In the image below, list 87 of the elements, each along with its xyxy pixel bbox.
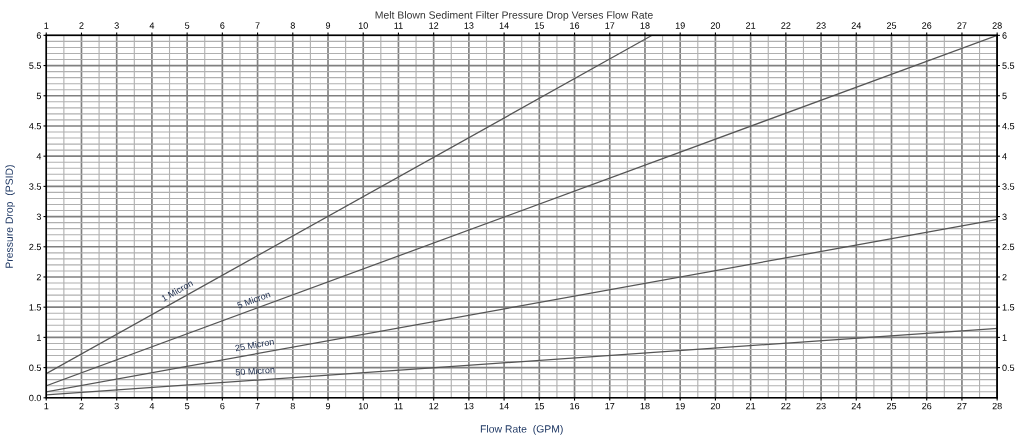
x-tick-label: 1 bbox=[44, 402, 49, 410]
x2-tick-label: 24 bbox=[851, 22, 862, 29]
x2-tick-label: 13 bbox=[464, 22, 474, 29]
text: 25 Micron bbox=[234, 338, 275, 352]
y2-tick-label: 4 bbox=[1002, 153, 1007, 160]
x2-tick-label: 8 bbox=[290, 22, 295, 29]
x-tick-label: 18 bbox=[640, 402, 650, 410]
y-tick-label: 1 bbox=[37, 334, 41, 341]
y-tick-label: 6 bbox=[36, 32, 41, 39]
y-tick-label: 3.5 bbox=[29, 183, 42, 190]
x-tick-label: 3 bbox=[114, 402, 119, 410]
x-tick-label: 12 bbox=[429, 402, 439, 410]
x-tick-label: 5 bbox=[184, 402, 190, 410]
x2-tick-label: 20 bbox=[710, 22, 721, 29]
x-tick-label: 15 bbox=[534, 402, 544, 410]
x2-tick-label: 16 bbox=[570, 22, 580, 29]
x-tick-label: 7 bbox=[255, 402, 260, 410]
x2-tick-label: 6 bbox=[220, 22, 225, 29]
y-tick-label: 5 bbox=[36, 92, 42, 100]
y-tick-label: 0.5 bbox=[29, 364, 42, 371]
y2-tick-label: 3 bbox=[1002, 213, 1007, 220]
x2-tick-label: 14 bbox=[499, 22, 509, 29]
x-tick-label: 4 bbox=[149, 402, 155, 410]
y2-tick-label: 3.5 bbox=[1002, 183, 1015, 190]
y-tick-label: 5.5 bbox=[29, 62, 42, 69]
x2-tick-label: 1 bbox=[44, 22, 49, 29]
chart-title: Melt Blown Sediment Filter Pressure Drop Verses Flow Rate bbox=[375, 11, 653, 21]
x2-tick-label: 15 bbox=[534, 22, 544, 29]
x-tick-label: 24 bbox=[851, 402, 862, 410]
x-tick-label: 14 bbox=[499, 402, 509, 410]
x-tick-label: 6 bbox=[220, 402, 225, 410]
y-tick-label: 2.5 bbox=[29, 243, 42, 251]
x-tick-label: 19 bbox=[675, 402, 685, 410]
x2-tick-label: 27 bbox=[957, 22, 967, 29]
x2-tick-label: 28 bbox=[992, 22, 1002, 29]
x2-tick-label: 4 bbox=[149, 22, 155, 29]
x-tick-label: 21 bbox=[746, 402, 756, 410]
x2-tick-label: 17 bbox=[605, 22, 615, 29]
y2-tick-label: 1 bbox=[1002, 334, 1007, 341]
y2-tick-label: 6 bbox=[1002, 32, 1007, 39]
x-axis-title: Flow Rate (GPM) bbox=[480, 424, 563, 435]
y-axis-title: Pressure Drop (PSID) bbox=[5, 165, 15, 268]
x-tick-label: 17 bbox=[605, 402, 615, 410]
y-tick-label: 0.0 bbox=[29, 394, 42, 402]
x2-tick-label: 7 bbox=[255, 22, 260, 29]
x-tick-label: 26 bbox=[922, 402, 932, 410]
x-tick-label: 23 bbox=[816, 402, 826, 410]
y2-tick-label: 0.5 bbox=[1002, 364, 1015, 371]
text: 5 Micron bbox=[236, 290, 271, 309]
y2-tick-label: 1.5 bbox=[1002, 304, 1015, 311]
y2-tick-label: 5 bbox=[1002, 92, 1007, 100]
x-tick-label: 25 bbox=[886, 402, 897, 410]
x2-tick-label: 25 bbox=[886, 22, 897, 29]
x2-tick-label: 22 bbox=[781, 22, 791, 29]
y-tick-label: 3 bbox=[36, 213, 41, 220]
x2-tick-label: 10 bbox=[358, 22, 368, 29]
x-tick-label: 27 bbox=[957, 402, 967, 410]
y-tick-label: 4.5 bbox=[29, 123, 42, 130]
y2-tick-label: 2.5 bbox=[1002, 243, 1015, 251]
y2-tick-label: 4.5 bbox=[1002, 123, 1015, 130]
x2-tick-label: 26 bbox=[922, 22, 932, 29]
x2-tick-label: 19 bbox=[675, 22, 685, 29]
y-tick-label: 1.5 bbox=[29, 304, 42, 311]
x-tick-label: 11 bbox=[394, 402, 403, 410]
x2-tick-label: 11 bbox=[394, 22, 403, 29]
x2-tick-label: 21 bbox=[746, 22, 756, 29]
y-tick-label: 2 bbox=[36, 273, 41, 281]
x-tick-label: 28 bbox=[992, 402, 1002, 410]
x2-tick-label: 3 bbox=[114, 22, 119, 29]
x2-tick-label: 23 bbox=[816, 22, 826, 29]
x-tick-label: 10 bbox=[358, 402, 368, 410]
y-tick-label: 4 bbox=[36, 153, 42, 160]
x-tick-label: 2 bbox=[79, 402, 84, 410]
y2-tick-label: 2 bbox=[1002, 273, 1007, 281]
y2-tick-label: 5.5 bbox=[1002, 62, 1015, 69]
x-tick-label: 13 bbox=[464, 402, 474, 410]
x-tick-label: 8 bbox=[290, 402, 295, 410]
x-tick-label: 16 bbox=[570, 402, 580, 410]
x-tick-label: 9 bbox=[325, 402, 331, 410]
series-label: 50 Micron bbox=[235, 366, 275, 376]
x-tick-label: 20 bbox=[710, 402, 721, 410]
x-tick-label: 22 bbox=[781, 402, 791, 410]
x2-tick-label: 18 bbox=[640, 22, 650, 29]
x2-tick-label: 2 bbox=[79, 22, 84, 29]
x2-tick-label: 12 bbox=[429, 22, 439, 29]
x2-tick-label: 5 bbox=[184, 22, 190, 29]
x2-tick-label: 9 bbox=[325, 22, 331, 29]
